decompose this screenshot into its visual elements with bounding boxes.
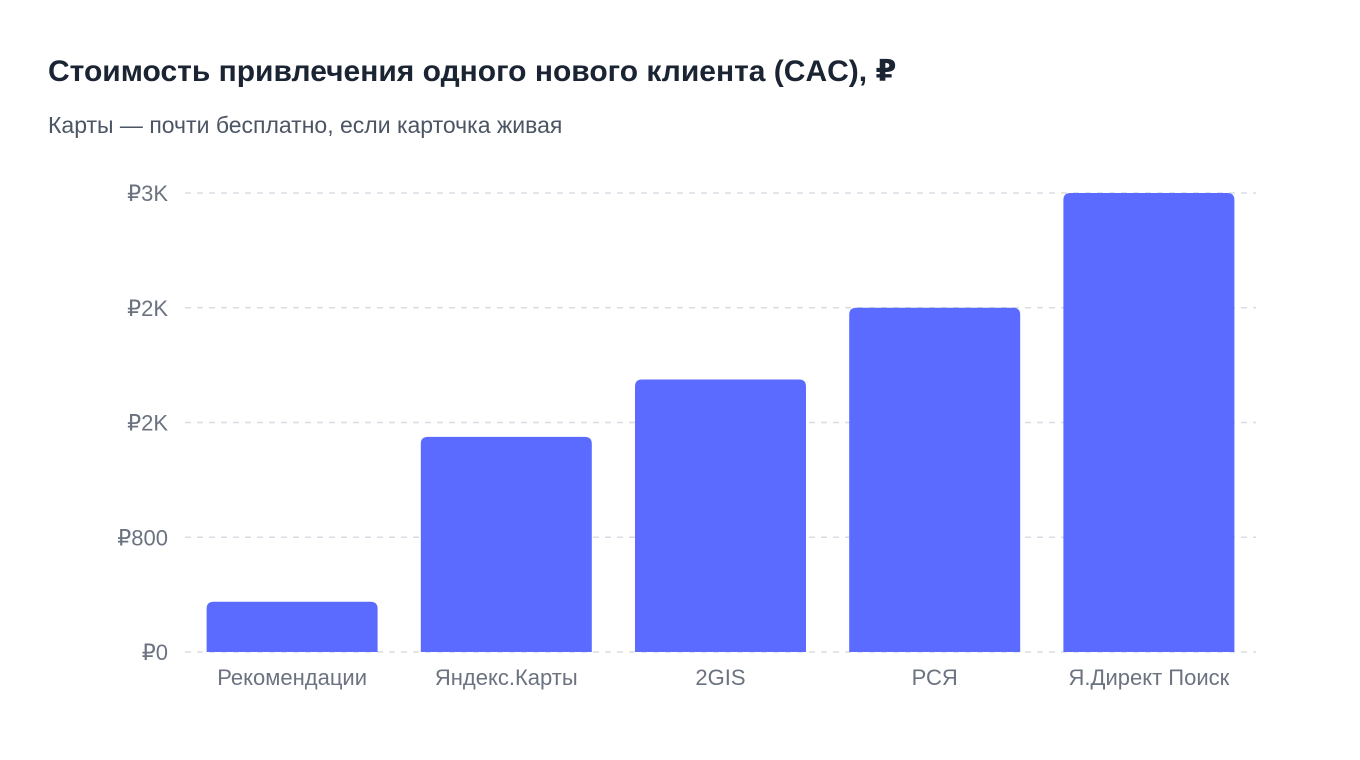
y-tick-label: ₽2K	[127, 296, 168, 321]
bar	[635, 379, 806, 652]
bars	[206, 193, 1235, 652]
bar	[1063, 193, 1235, 652]
y-tick-label: ₽0	[142, 640, 168, 665]
y-tick-label: ₽2K	[127, 411, 168, 436]
bar	[849, 307, 1021, 652]
y-tick-label: ₽3K	[127, 181, 168, 206]
chart-title: Стоимость привлечения одного нового клие…	[48, 55, 897, 88]
x-tick-label: Яндекс.Карты	[435, 665, 578, 690]
y-tick-label: ₽800	[117, 525, 168, 550]
bar	[206, 601, 378, 652]
bar	[420, 436, 592, 652]
chart-subtitle: Карты — почти бесплатно, если карточка ж…	[48, 112, 563, 138]
x-tick-label: 2GIS	[695, 665, 745, 690]
x-tick-label: Я.Директ Поиск	[1069, 665, 1230, 690]
x-tick-label: РСЯ	[912, 665, 958, 690]
x-axis-labels: Рекомендации Яндекс.Карты 2GIS РСЯ Я.Директ …	[217, 665, 1229, 690]
x-tick-label: Рекомендации	[217, 665, 367, 690]
y-axis-ticks: ₽0 ₽800 ₽2K ₽2K ₽3K	[117, 181, 168, 665]
